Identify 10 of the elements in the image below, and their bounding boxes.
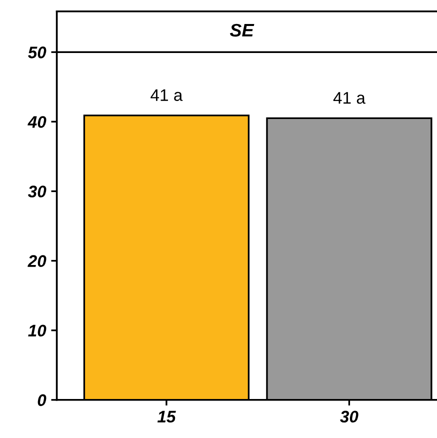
y-tick-label: 30: [28, 186, 46, 198]
y-tick-label: 0: [38, 394, 46, 406]
data-label: 41 a: [150, 89, 183, 102]
y-tick-label: 10: [28, 324, 46, 337]
y-tick-label: 40: [28, 116, 46, 128]
y-tick-label: 50: [28, 46, 46, 58]
chart-title: SE: [230, 24, 254, 37]
x-tick-label: 15: [157, 410, 176, 423]
data-label: 41 a: [333, 92, 366, 104]
y-tick-label: 20: [28, 255, 46, 267]
